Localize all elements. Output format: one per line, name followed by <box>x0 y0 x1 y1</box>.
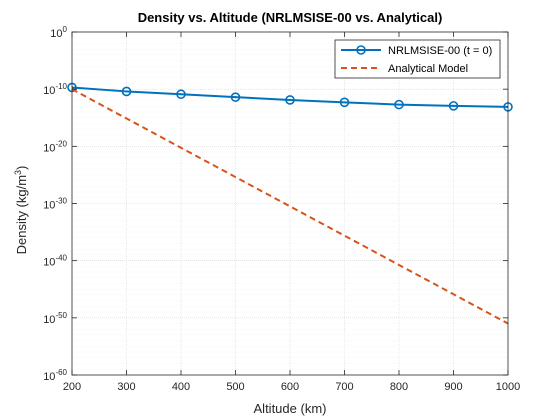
legend-entry-nrlmsise: NRLMSISE-00 (t = 0) <box>341 45 492 57</box>
series-layer <box>67 82 513 325</box>
data-point-nrlmsise <box>394 99 404 110</box>
x-tick-label: 300 <box>117 381 135 393</box>
chart-title: Density vs. Altitude (NRLMSISE-00 vs. An… <box>138 10 443 25</box>
y-tick-label-base: 10 <box>43 200 55 212</box>
data-point-nrlmsise <box>121 86 132 97</box>
data-point-nrlmsise <box>176 89 186 100</box>
x-tick-label: 600 <box>281 381 299 393</box>
series-line-nrlmsise <box>71 86 509 108</box>
y-axis-label-superscript: 3 <box>13 170 23 175</box>
legend-label-nrlmsise: NRLMSISE-00 (t = 0) <box>388 45 492 57</box>
legend-marker-nrlmsise <box>356 45 366 55</box>
data-point-nrlmsise <box>448 101 459 111</box>
y-tick-label-base: 10 <box>43 371 55 383</box>
data-point-nrlmsise <box>285 95 295 105</box>
y-tick-label-exponent: -10 <box>55 82 67 91</box>
data-point-nrlmsise <box>230 92 241 102</box>
y-tick-label-base: 10 <box>50 28 62 40</box>
y-tick-label-exponent: -60 <box>55 368 67 377</box>
y-tick-label-base: 10 <box>43 142 55 154</box>
y-tick-label: 100 <box>50 25 67 40</box>
x-tick-label: 900 <box>444 381 462 393</box>
y-tick-label: 10-60 <box>43 368 67 383</box>
y-tick-label-exponent: -50 <box>55 311 67 320</box>
tick-marks <box>71 31 509 376</box>
x-axis-label: Altitude (km) <box>254 401 327 416</box>
y-axis-label-close: ) <box>14 166 29 170</box>
legend-entry-analytical: Analytical Model <box>341 63 468 75</box>
legend-label-analytical: Analytical Model <box>388 63 468 75</box>
legend: NRLMSISE-00 (t = 0) Analytical Model <box>334 39 501 79</box>
x-tick-label: 700 <box>335 381 353 393</box>
y-axis-label-main: Density (kg/m <box>14 175 29 254</box>
y-tick-label-base: 10 <box>43 314 55 326</box>
y-tick-label-base: 10 <box>43 257 55 269</box>
x-tick-label: 800 <box>390 381 408 393</box>
plot-area <box>67 31 513 376</box>
y-tick-label-exponent: -40 <box>55 254 67 263</box>
x-tick-label: 200 <box>63 381 81 393</box>
y-tick-label-exponent: -20 <box>55 139 67 148</box>
y-axis-label: Density (kg/m3) <box>13 166 29 255</box>
x-tick-label: 500 <box>226 381 244 393</box>
y-tick-label-base: 10 <box>43 85 55 97</box>
y-tick-label: 10-30 <box>43 197 67 212</box>
y-tick-label: 10-10 <box>43 82 67 97</box>
y-tick-label: 10-40 <box>43 254 67 269</box>
y-tick-label: 10-20 <box>43 139 67 154</box>
y-tick-label-exponent: 0 <box>63 25 68 34</box>
x-tick-labels: 200 300 400 500 600 700 800 900 1000 <box>63 381 520 393</box>
y-tick-label-exponent: -30 <box>55 197 67 206</box>
x-tick-label: 1000 <box>496 381 520 393</box>
data-point-nrlmsise <box>339 97 350 108</box>
y-tick-label: 10-50 <box>43 311 67 326</box>
x-tick-label: 400 <box>172 381 190 393</box>
grid-lines <box>72 32 508 375</box>
series-line-analytical <box>71 88 509 325</box>
